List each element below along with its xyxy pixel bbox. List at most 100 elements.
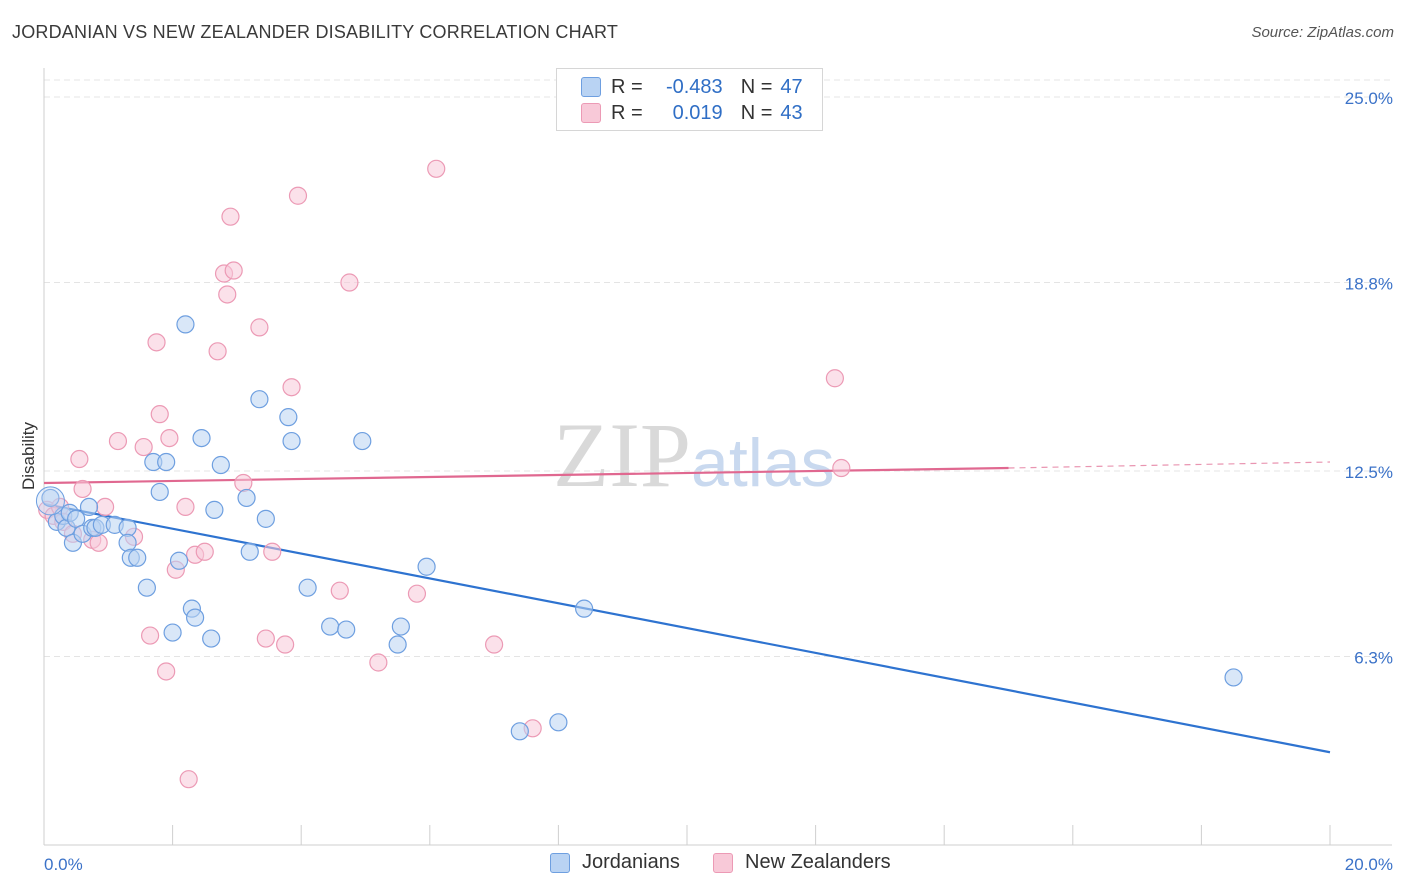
legend-swatch-blue	[581, 77, 601, 97]
jordanian-point	[205, 500, 224, 519]
legend-n-value: 47	[780, 75, 803, 98]
jordanian-point	[67, 509, 86, 528]
jordanian-point	[321, 617, 340, 636]
jordanian-point	[1224, 668, 1243, 687]
jordanian-point	[388, 635, 407, 654]
jordanian-point	[549, 713, 568, 732]
x-tick-label: 0.0%	[44, 855, 83, 874]
jordanian-point	[163, 623, 182, 642]
new-zealander-point	[176, 497, 195, 517]
jordanian-point	[256, 509, 275, 528]
new-zealander-point	[134, 437, 153, 457]
axis-labels: 6.3% 12.5% 18.8% 25.0% 0.0% 20.0% Disability	[19, 89, 1393, 874]
trend-line-0	[43, 502, 1331, 754]
jordanian-point	[202, 629, 221, 648]
jordanian-point	[157, 452, 176, 472]
y-tick-label: 6.3%	[1354, 649, 1393, 668]
new-zealander-point	[369, 653, 388, 672]
legend-row-new-zealanders: R = 0.019 N = 43	[581, 100, 803, 126]
jordanian-point	[41, 488, 60, 508]
jordanian-point	[250, 390, 269, 409]
new-zealander-point	[250, 318, 269, 337]
jordanian-point	[282, 431, 301, 451]
new-zealander-point	[140, 626, 160, 645]
y-tick-label: 18.8%	[1345, 275, 1393, 294]
jordanian-point	[176, 315, 195, 334]
new-zealander-point	[208, 342, 227, 361]
y-tick-label: 12.5%	[1345, 463, 1393, 482]
watermark-zip: ZIP	[553, 404, 691, 506]
new-zealander-point	[832, 458, 851, 478]
jordanian-point	[510, 722, 529, 741]
legend-r-label: R =	[611, 101, 643, 124]
legend-r-value: 0.019	[672, 101, 723, 124]
new-zealander-point	[234, 473, 253, 493]
jordanian-point	[169, 551, 189, 570]
jordanian-cluster-point	[35, 486, 65, 516]
new-zealander-point	[147, 333, 166, 352]
y-tick-label: 25.0%	[1345, 89, 1393, 108]
y-axis-label: Disability	[19, 421, 38, 490]
jordanian-point	[79, 497, 99, 517]
new-zealander-point	[256, 629, 275, 648]
new-zealander-point	[195, 542, 214, 561]
jordanian-point	[150, 482, 169, 502]
jordanian-point	[211, 455, 230, 475]
axes	[43, 68, 1392, 846]
new-zealander-point	[218, 285, 237, 304]
new-zealander-point	[282, 378, 301, 397]
new-zealander-point	[73, 479, 92, 499]
new-zealander-point	[157, 662, 176, 681]
new-zealander-point	[288, 186, 308, 205]
new-zealander-point	[276, 635, 295, 654]
jordanian-point	[186, 608, 205, 627]
chart-title: JORDANIAN VS NEW ZEALANDER DISABILITY CO…	[12, 22, 619, 42]
jordanian-point	[128, 548, 147, 567]
jordanian-point	[391, 617, 410, 636]
legend-n-label: N =	[740, 101, 773, 124]
jordanian-point	[417, 557, 436, 576]
x-tick-label: 20.0%	[1345, 855, 1393, 874]
watermark: ZIPatlas	[553, 402, 835, 508]
legend-r-value: -0.483	[665, 75, 723, 98]
trend-lines	[43, 461, 1331, 754]
trend-line-1	[43, 466, 1009, 485]
legend-n-label: N =	[740, 75, 773, 98]
new-zealander-point	[221, 207, 240, 226]
jordanian-point	[279, 408, 298, 427]
source-credit: Source: ZipAtlas.com	[1251, 24, 1394, 41]
new-zealander-point	[150, 405, 169, 424]
gridlines	[44, 79, 1392, 658]
jordanian-point	[353, 431, 372, 451]
new-zealander-point	[485, 635, 504, 654]
jordanian-point	[192, 428, 211, 448]
jordanian-point	[118, 533, 137, 552]
stats-legend: R = -0.483 N = 47 R = 0.019 N = 43	[556, 68, 823, 131]
series-legend: Jordanians New Zealanders	[0, 851, 1406, 877]
legend-r-label: R =	[611, 75, 643, 98]
series-legend-new-zealanders[interactable]: New Zealanders	[713, 851, 891, 874]
trend-line-extension-1	[1008, 461, 1331, 469]
jordanian-point	[575, 599, 594, 618]
series-legend-label: New Zealanders	[745, 851, 891, 873]
new-zealander-point	[340, 273, 359, 292]
new-zealander-point	[160, 428, 179, 448]
new-zealander-point	[330, 581, 349, 600]
new-zealander-point	[427, 159, 446, 178]
jordanian-point	[240, 542, 259, 561]
new-zealander-point	[263, 542, 282, 561]
jordanian-point	[237, 488, 256, 508]
legend-swatch-pink	[581, 103, 601, 123]
series-swatch-blue	[550, 852, 570, 873]
series-legend-jordanians[interactable]: Jordanians	[550, 851, 680, 874]
series-swatch-pink	[713, 852, 733, 873]
legend-n-value: 43	[780, 101, 803, 124]
jordanian-point	[337, 620, 356, 639]
legend-row-jordanians: R = -0.483 N = 47	[581, 74, 803, 100]
data-points	[35, 159, 1243, 789]
new-zealander-point	[407, 584, 427, 603]
new-zealander-point	[179, 770, 198, 789]
jordanian-point	[137, 578, 156, 597]
watermark-atlas: atlas	[691, 425, 835, 501]
